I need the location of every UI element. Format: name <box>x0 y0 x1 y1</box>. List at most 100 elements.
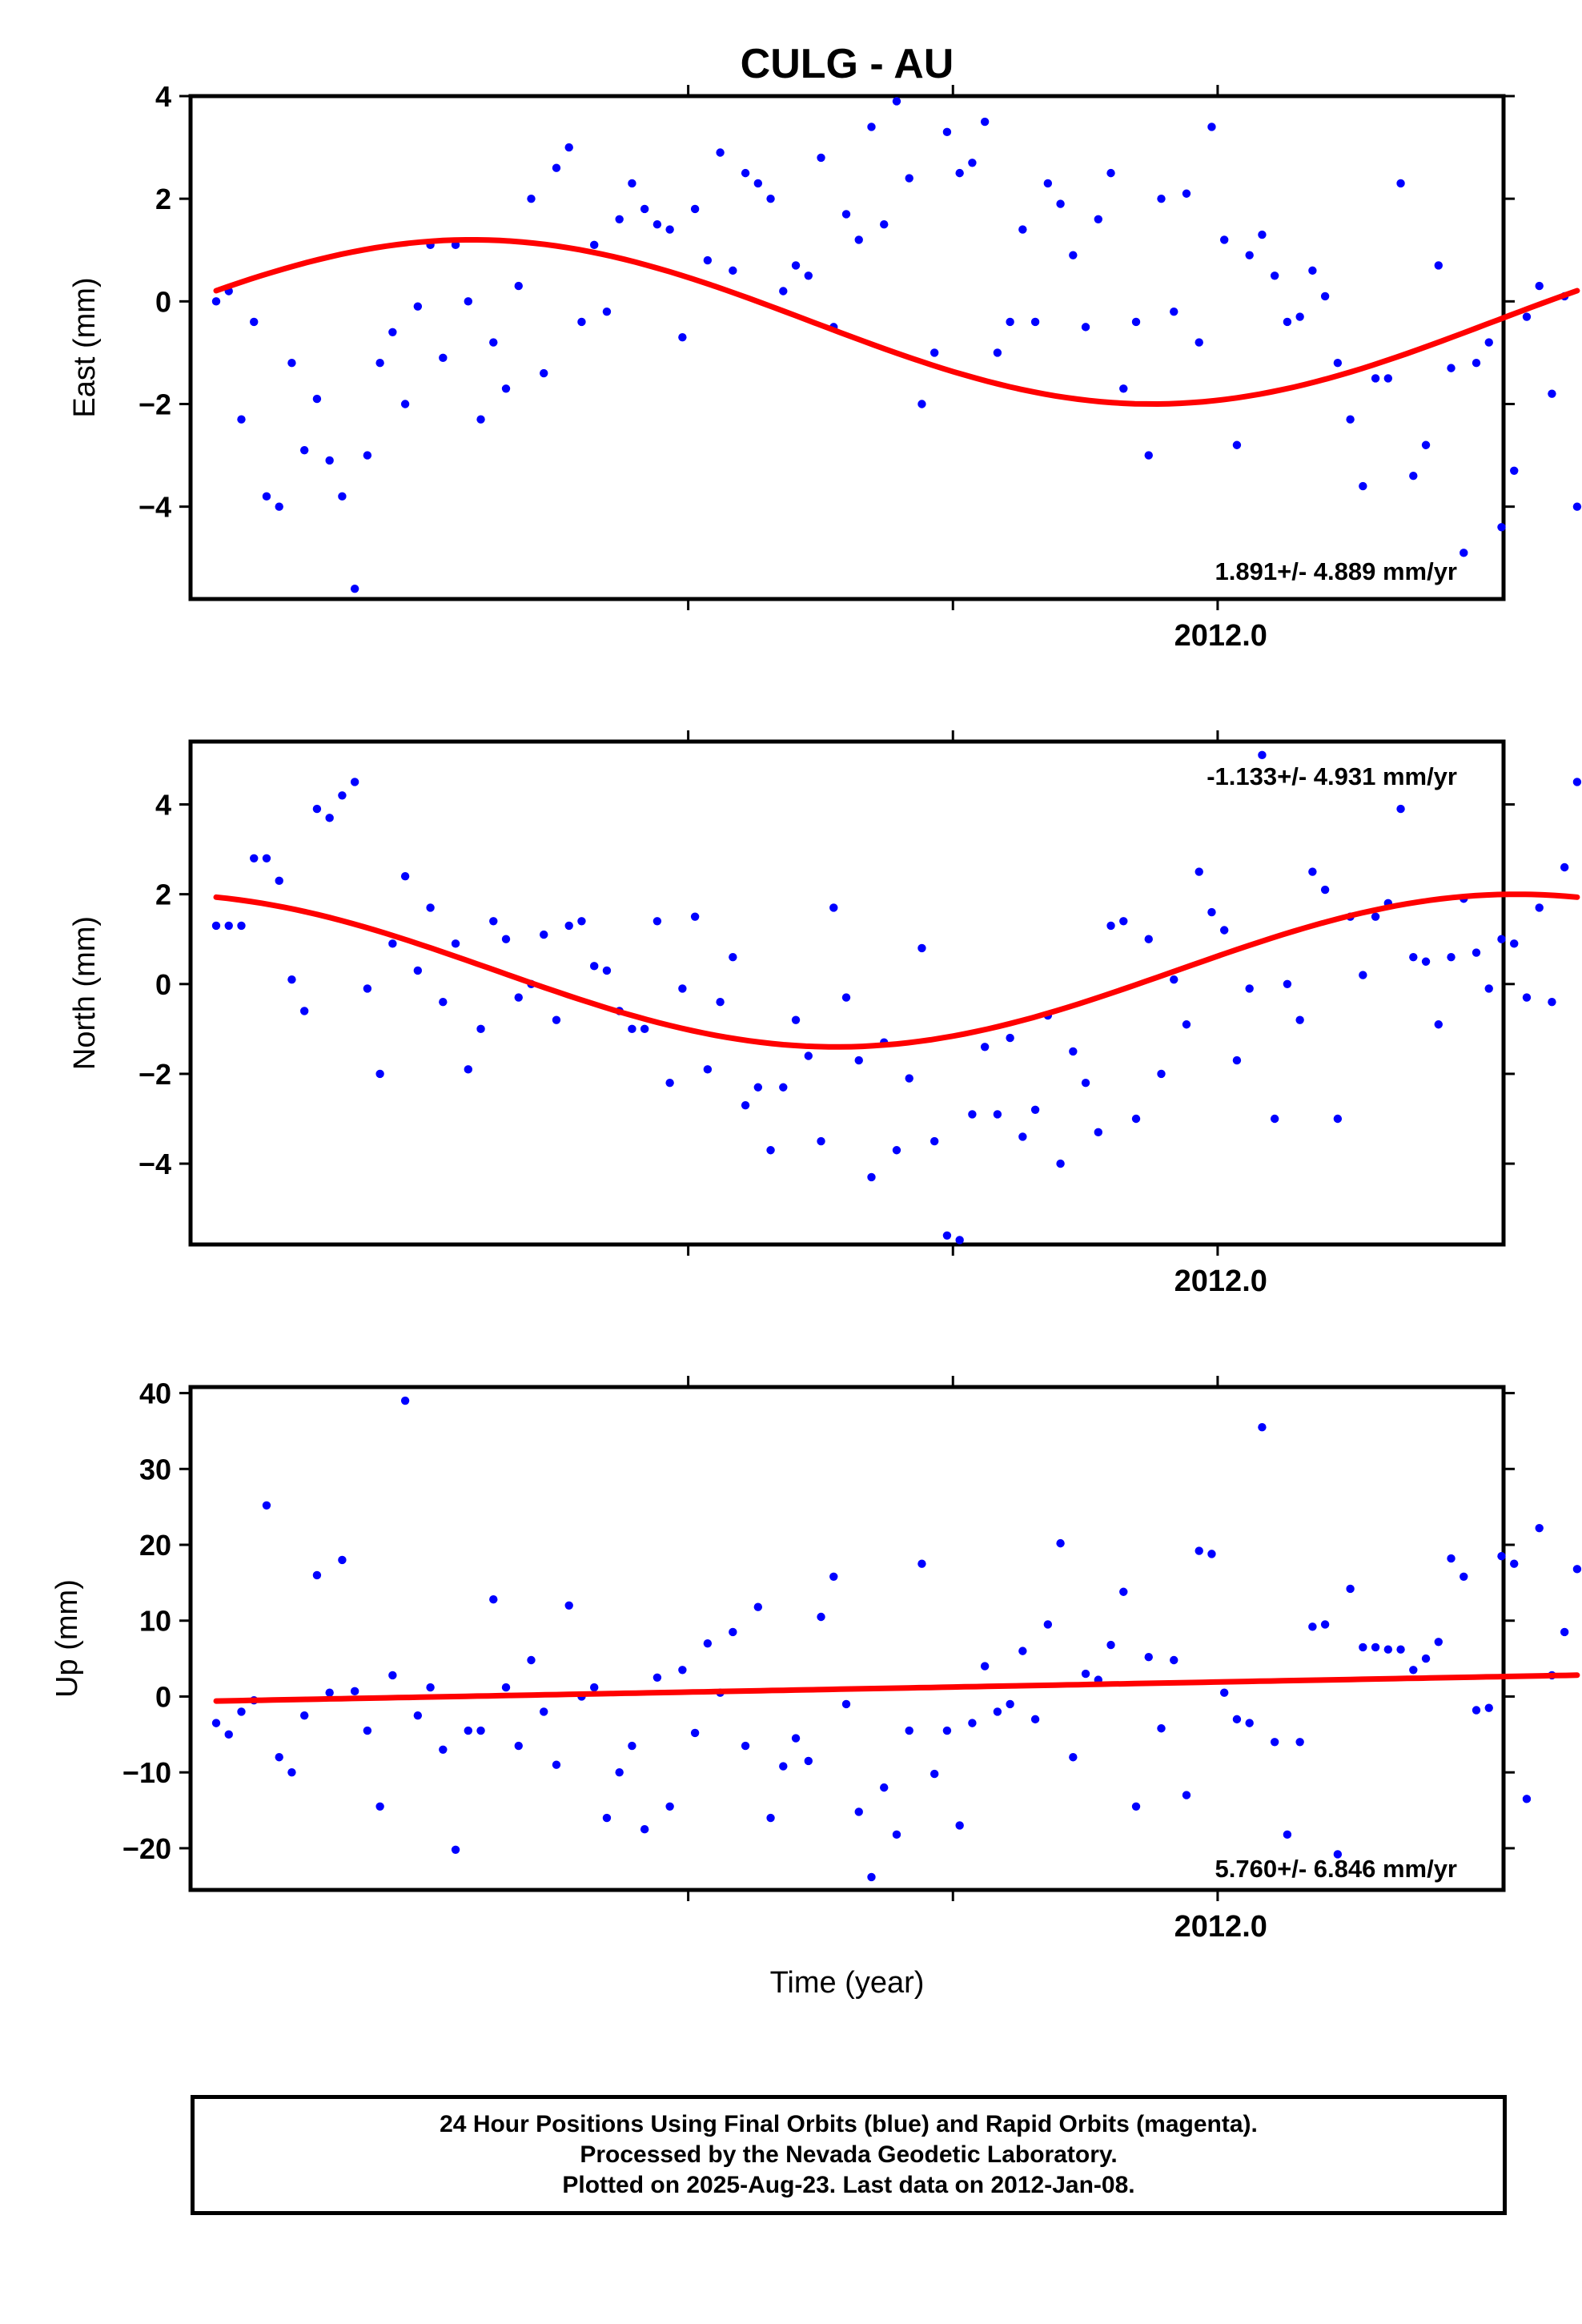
data-point <box>1006 317 1014 327</box>
data-point <box>375 359 384 368</box>
data-point <box>753 179 763 188</box>
data-point <box>753 1083 763 1092</box>
y-tick-label: −4 <box>139 1148 171 1180</box>
data-point <box>1295 1738 1304 1747</box>
data-point <box>1333 1850 1343 1859</box>
data-point <box>1460 549 1468 557</box>
data-point <box>1119 1587 1128 1596</box>
data-point <box>1572 1565 1582 1574</box>
data-point <box>1333 359 1343 368</box>
plot-frame <box>188 739 1506 1247</box>
data-point <box>729 266 737 275</box>
data-point <box>476 1024 485 1034</box>
data-point <box>552 163 561 172</box>
data-point <box>1295 1015 1304 1024</box>
data-point <box>955 1821 964 1830</box>
data-point <box>1421 957 1431 966</box>
data-point <box>980 1043 990 1051</box>
data-point <box>237 1707 246 1716</box>
data-point <box>1170 975 1178 984</box>
data-point <box>1359 481 1367 491</box>
data-point <box>729 952 737 962</box>
data-point <box>250 854 259 862</box>
north-panel: 4 2 0 −2 −4 2012.0 North (mm) -1.133+/- 4.931 m… <box>68 730 1582 1298</box>
data-point <box>363 451 372 460</box>
y-tick-label: 20 <box>139 1529 171 1562</box>
data-point <box>564 143 573 152</box>
data-point <box>829 903 838 912</box>
data-point <box>1548 389 1556 398</box>
data-point <box>652 220 662 229</box>
data-point <box>1069 1753 1078 1762</box>
data-point <box>1081 1078 1090 1088</box>
data-point <box>1232 1055 1242 1065</box>
y-axis-label: East (mm) <box>68 277 102 417</box>
data-point <box>1460 1572 1468 1582</box>
data-point <box>867 1872 876 1882</box>
data-point <box>325 814 334 822</box>
y-tick-label: 0 <box>155 285 171 318</box>
data-point <box>1346 1584 1355 1594</box>
data-point <box>1131 1114 1141 1124</box>
data-point <box>325 456 334 465</box>
data-point <box>779 287 788 296</box>
data-point <box>1522 993 1532 1002</box>
data-point <box>892 97 901 106</box>
data-point <box>299 1711 309 1720</box>
data-point <box>1207 123 1216 131</box>
data-point <box>388 939 397 948</box>
velocity-annotation: 1.891+/- 4.889 mm/yr <box>1215 557 1457 585</box>
data-point <box>791 1734 801 1743</box>
data-point <box>854 1055 863 1065</box>
data-point <box>1396 1645 1405 1654</box>
data-point <box>905 174 913 183</box>
data-point <box>312 804 322 814</box>
data-point <box>1144 1653 1153 1662</box>
data-point <box>1421 440 1431 449</box>
data-point <box>451 1845 460 1854</box>
y-tick-label: 4 <box>155 80 171 113</box>
data-point <box>665 1802 674 1811</box>
data-point <box>1320 885 1330 895</box>
data-point <box>1030 1715 1040 1724</box>
data-point <box>1295 312 1304 321</box>
data-point <box>1560 862 1569 872</box>
data-point <box>1447 364 1456 372</box>
data-point <box>476 415 485 424</box>
data-point <box>1333 1114 1343 1124</box>
data-point <box>1371 1642 1380 1652</box>
data-point <box>716 998 725 1007</box>
data-point <box>1157 1069 1166 1079</box>
data-point <box>299 1007 309 1015</box>
data-point <box>1510 466 1519 475</box>
data-point <box>1572 778 1582 786</box>
data-point <box>1270 271 1279 280</box>
data-point <box>1170 1655 1178 1665</box>
fit-line <box>213 1672 1580 1704</box>
data-point <box>1535 1523 1544 1533</box>
data-point <box>1131 317 1141 327</box>
data-point <box>1144 935 1153 943</box>
up-panel: 40 30 20 10 0 −10 −20 2012.0 Up (mm) 5.760+/- 6.8… <box>50 1376 1582 1944</box>
data-point <box>955 168 964 178</box>
data-point <box>1182 189 1191 198</box>
data-point <box>892 1830 901 1839</box>
data-point <box>1144 451 1153 460</box>
data-point <box>1069 1047 1078 1056</box>
plot-frame <box>188 1385 1506 1892</box>
data-point <box>312 1570 322 1580</box>
data-point <box>678 1666 687 1675</box>
data-point <box>867 1172 876 1182</box>
data-point <box>375 1069 384 1079</box>
chart-title: CULG - AU <box>741 41 954 87</box>
data-point <box>880 220 889 229</box>
data-point <box>766 194 775 203</box>
data-point <box>224 921 233 931</box>
data-point <box>917 943 926 953</box>
data-point <box>1195 1546 1203 1555</box>
data-point <box>1346 415 1355 424</box>
data-point <box>1018 1647 1027 1655</box>
data-point <box>287 1767 296 1777</box>
data-point <box>1056 199 1065 208</box>
data-point <box>1497 935 1506 943</box>
